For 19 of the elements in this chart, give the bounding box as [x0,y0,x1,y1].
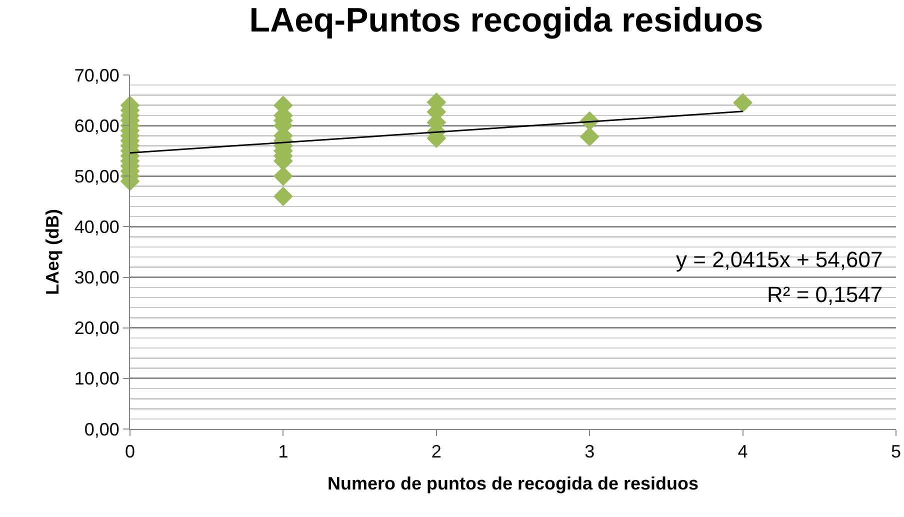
y-tick-label: 0,00 [84,419,120,440]
y-tick-label: 30,00 [74,268,120,288]
x-tick-label: 2 [431,442,442,462]
y-axis-title: LAeq (dB) [42,209,63,295]
x-tick-label: 4 [738,442,748,462]
y-tick-label: 20,00 [74,318,120,338]
y-tick-label: 40,00 [74,217,120,238]
chart-title: LAeq-Puntos recogida residuos [249,2,764,40]
x-tick-label: 3 [584,442,595,462]
x-tick-label: 0 [124,442,136,462]
y-tick-label: 50,00 [74,166,120,186]
y-tick-label: 70,00 [74,65,120,86]
y-tick-label: 10,00 [74,368,120,389]
x-tick-label: 5 [890,442,902,462]
x-axis-title: Numero de puntos de recogida de residuos [327,474,699,494]
x-tick-label: 1 [278,442,288,462]
annotation: y = 2,0415x + 54,607 [676,247,883,272]
annotation: R² = 0,1547 [767,282,883,307]
y-tick-label: 60,00 [74,116,120,136]
